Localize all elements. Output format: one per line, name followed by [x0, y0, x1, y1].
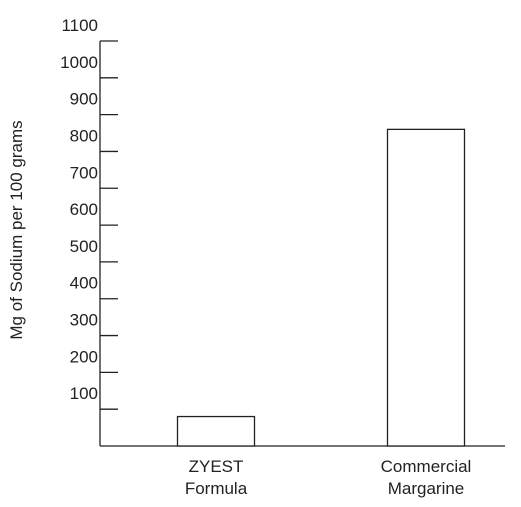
y-tick-label: 100 [70, 384, 98, 403]
y-tick-label: 400 [70, 274, 98, 293]
bar [176, 415, 256, 447]
y-axis-label: Mg of Sodium per 100 grams [7, 120, 26, 339]
x-tick-label: Commercial Margarine [381, 457, 472, 498]
y-tick-label: 800 [70, 126, 98, 145]
y-tick-label: 1000 [60, 53, 98, 72]
y-tick-label: 700 [70, 163, 98, 182]
x-tick-label: ZYEST Formula [185, 457, 248, 498]
y-tick-label: 1100 [61, 16, 98, 35]
bar [386, 128, 466, 447]
y-tick-label: 300 [70, 311, 98, 330]
y-tick-label: 900 [70, 90, 98, 109]
y-tick-label: 500 [70, 237, 98, 256]
y-tick-label: 200 [70, 347, 98, 366]
y-tick-label: 600 [70, 200, 98, 219]
